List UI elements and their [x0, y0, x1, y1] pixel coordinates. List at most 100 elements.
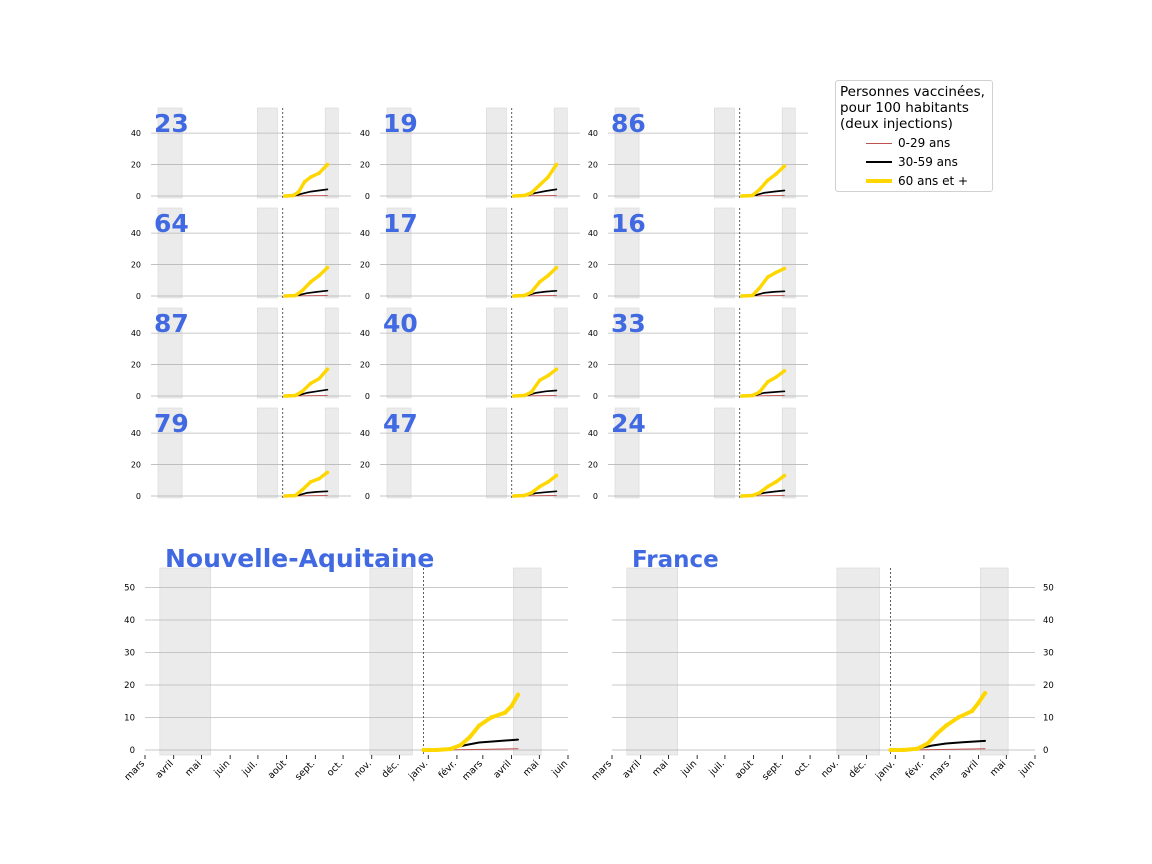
series-point	[782, 369, 787, 373]
y-tick-label: 40	[360, 329, 370, 338]
legend-label-60-plus: 60 ans et +	[898, 174, 969, 188]
x-tick-label: juin	[549, 758, 570, 779]
shaded-period	[386, 407, 412, 499]
y-tick-label: 40	[131, 129, 141, 138]
panel-8: 0 20 40 33	[588, 307, 808, 401]
y-tick-label: 40	[588, 329, 598, 338]
panel-1: 0 20 40 19	[360, 107, 580, 201]
series-point	[740, 394, 744, 398]
series-point	[283, 494, 287, 498]
series-point	[757, 187, 762, 192]
series-point	[976, 700, 981, 706]
series-point	[488, 715, 494, 720]
y-tick-label: 0	[1043, 746, 1048, 756]
y-tick-label: 0	[593, 492, 598, 501]
shaded-period	[386, 207, 412, 299]
series-point	[554, 162, 559, 167]
shaded-period	[836, 567, 880, 756]
panel-title: 23	[154, 109, 189, 138]
y-tick-label: 20	[588, 161, 598, 170]
series-point	[509, 703, 514, 709]
x-tick-label: mars	[460, 758, 485, 783]
shaded-period	[781, 307, 796, 399]
y-tick-label: 50	[1043, 584, 1054, 594]
y-tick-label: 10	[1043, 714, 1054, 724]
panel-title: 87	[154, 309, 189, 338]
series-point	[774, 172, 778, 176]
y-tick-label: 20	[124, 681, 135, 691]
shaded-period	[486, 107, 507, 199]
shaded-period	[614, 207, 640, 299]
legend-swatch-30-59	[866, 161, 892, 163]
series-point	[515, 692, 521, 697]
shaded-period	[614, 107, 640, 199]
series-point	[467, 734, 473, 740]
shaded-period	[781, 207, 796, 299]
series-point	[782, 266, 787, 271]
series-point	[512, 394, 516, 398]
y-tick-label: 0	[365, 292, 370, 301]
x-tick-label: juil.	[707, 758, 727, 778]
series-point	[529, 191, 534, 195]
y-tick-label: 30	[124, 649, 135, 659]
panel-title: 40	[383, 309, 418, 338]
y-tick-label: 40	[588, 429, 598, 438]
series-point	[546, 373, 550, 378]
y-tick-label: 0	[136, 492, 141, 501]
shaded-period	[157, 207, 183, 299]
series-point	[901, 747, 906, 753]
panel-title: 24	[611, 409, 646, 438]
panel-title: 47	[383, 409, 418, 438]
x-tick-label: févr.	[437, 758, 460, 781]
series-point	[291, 193, 296, 198]
shaded-period	[324, 207, 339, 299]
legend-title-line-2: pour 100 habitants	[840, 100, 969, 116]
panel-3: 0 20 40 64	[131, 207, 351, 301]
legend: Personnes vaccinées, pour 100 habitants …	[835, 80, 993, 192]
series-point	[317, 376, 321, 381]
series-point	[293, 293, 298, 298]
x-tick-label: mai	[650, 758, 670, 778]
series-point	[512, 494, 516, 498]
series-point	[537, 280, 542, 284]
shaded-period	[980, 567, 1009, 756]
legend-title-line-3: (deux injections)	[840, 116, 953, 132]
y-tick-label: 40	[131, 229, 141, 238]
series-point	[537, 484, 542, 489]
y-tick-label: 20	[588, 261, 598, 270]
series-point	[765, 484, 770, 489]
series-point	[325, 265, 330, 270]
shaded-period	[324, 307, 339, 399]
series-point	[537, 183, 542, 187]
series-point	[308, 381, 313, 386]
series-point	[300, 389, 305, 394]
y-tick-label: 0	[593, 392, 598, 401]
series-point	[308, 175, 313, 179]
x-tick-label: sept.	[760, 758, 784, 782]
series-line-2	[283, 162, 330, 198]
series-point	[529, 290, 534, 294]
x-tick-label: août	[266, 758, 289, 781]
x-tick-label: mai	[988, 758, 1008, 778]
panel-title: France	[632, 547, 719, 573]
panel-title: 17	[383, 209, 418, 238]
series-point	[421, 747, 426, 753]
shaded-period	[781, 107, 796, 199]
x-tick-label: sept.	[293, 758, 317, 782]
legend-swatch-60-plus	[866, 179, 892, 183]
y-tick-label: 0	[365, 192, 370, 201]
y-tick-label: 40	[124, 616, 135, 626]
shaded-period	[157, 407, 183, 499]
y-tick-label: 50	[124, 584, 135, 594]
y-tick-label: 20	[360, 461, 370, 470]
legend-item-30-59: 30-59 ans	[840, 154, 988, 170]
series-point	[782, 473, 787, 478]
shaded-period	[714, 107, 735, 199]
panel-title: Nouvelle-Aquitaine	[165, 544, 434, 573]
series-line-2	[512, 367, 559, 398]
panel-title: 16	[611, 209, 646, 238]
series-point	[943, 723, 949, 728]
series-point	[458, 742, 463, 748]
